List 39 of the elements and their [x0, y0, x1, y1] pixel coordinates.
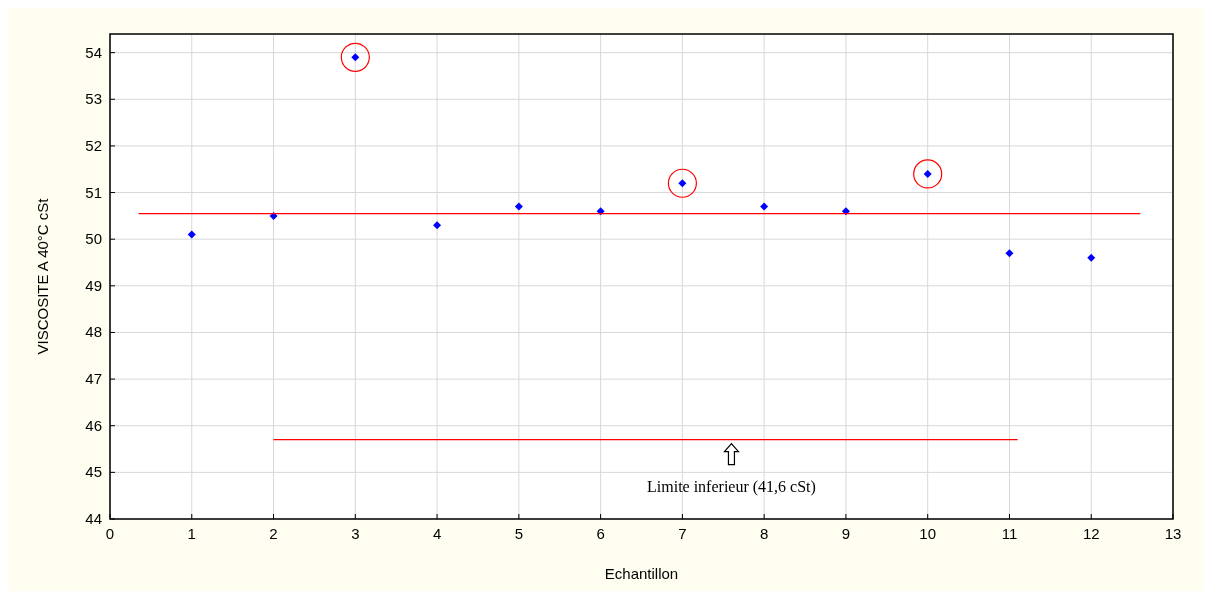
y-tick-label: 53 [85, 90, 102, 108]
point [514, 202, 523, 211]
point [1005, 249, 1014, 258]
x-tick-label: 7 [678, 525, 687, 542]
x-tick-label: 10 [919, 525, 937, 542]
point [269, 211, 278, 220]
y-tick-label: 46 [85, 416, 102, 434]
y-tick-label: 54 [85, 43, 102, 61]
y-tick-label: 47 [85, 370, 102, 388]
y-tick-label: 48 [85, 323, 102, 341]
y-tick-label: 45 [85, 463, 102, 481]
y-tick-label: 51 [85, 183, 102, 201]
x-axis-title: Echantillon [604, 565, 679, 582]
y-axis-title: VISCOSITE A 40°C cSt [34, 197, 51, 355]
x-tick-label: 11 [1001, 525, 1018, 542]
x-tick-label: 3 [351, 525, 360, 542]
x-tick-label: 5 [514, 525, 524, 542]
point [340, 42, 370, 72]
y-tick-label: 49 [85, 276, 102, 294]
y-tick-label: 44 [85, 510, 102, 527]
y-tick-label: 52 [85, 136, 102, 154]
x-tick-label: 12 [1082, 525, 1100, 542]
x-tick-label: 8 [759, 525, 769, 542]
x-tick-label: 9 [841, 525, 851, 542]
point [667, 168, 697, 198]
x-tick-label: 2 [269, 525, 278, 542]
x-tick-label: 0 [105, 525, 115, 542]
point [187, 230, 196, 239]
y-tick-label: 50 [85, 230, 102, 248]
x-tick-label: 6 [596, 525, 605, 542]
point [1087, 253, 1096, 262]
point [760, 202, 769, 211]
point [596, 207, 605, 216]
point [433, 221, 442, 230]
x-tick-label: 4 [432, 525, 442, 542]
point [913, 159, 943, 189]
annotation: Limite inferieur (41,6 cSt) [647, 477, 816, 496]
x-tick-label: 13 [1164, 525, 1182, 542]
x-tick-label: 1 [187, 525, 196, 542]
